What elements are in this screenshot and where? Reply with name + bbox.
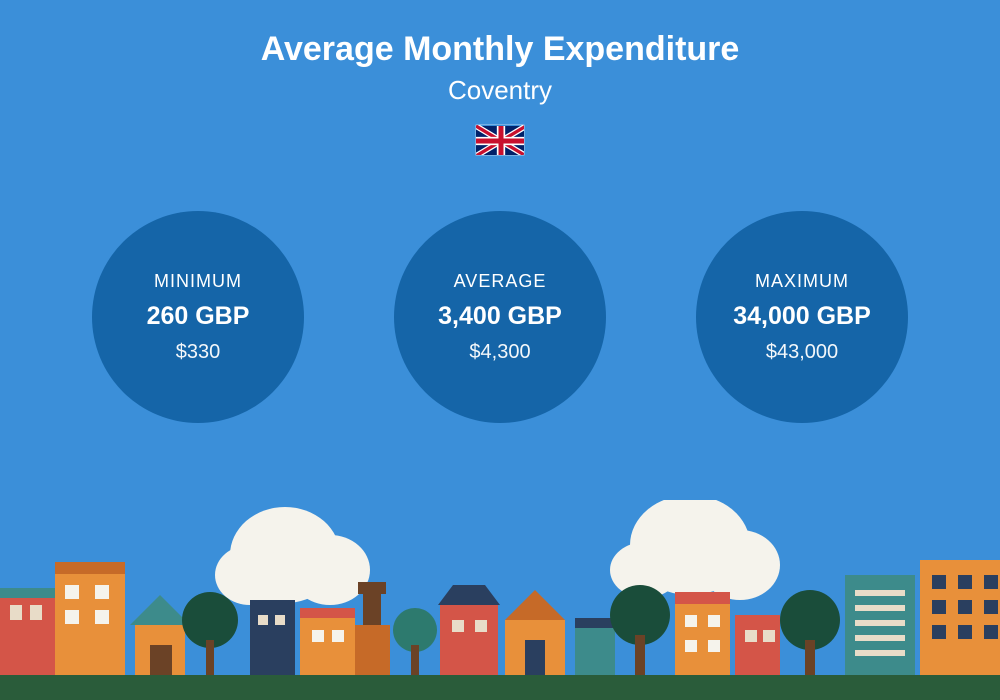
page-title: Average Monthly Expenditure [0,30,1000,69]
stat-circle-minimum: MINIMUM 260 GBP $330 [92,211,304,423]
stat-value-usd: $4,300 [469,341,530,364]
uk-flag-icon [475,124,525,156]
stat-value-gbp: 34,000 GBP [733,302,871,331]
page-subtitle: Coventry [0,75,1000,106]
stat-value-gbp: 260 GBP [147,302,250,331]
stat-label: AVERAGE [454,271,547,292]
stat-label: MAXIMUM [755,271,849,292]
stat-circle-maximum: MAXIMUM 34,000 GBP $43,000 [696,211,908,423]
stat-circles: MINIMUM 260 GBP $330 AVERAGE 3,400 GBP $… [0,211,1000,423]
skyline-illustration [0,500,1000,700]
stat-value-usd: $330 [176,341,221,364]
stat-circle-average: AVERAGE 3,400 GBP $4,300 [394,211,606,423]
stat-label: MINIMUM [154,271,242,292]
stat-value-usd: $43,000 [766,341,838,364]
stat-value-gbp: 3,400 GBP [438,302,562,331]
header: Average Monthly Expenditure Coventry [0,0,1000,161]
